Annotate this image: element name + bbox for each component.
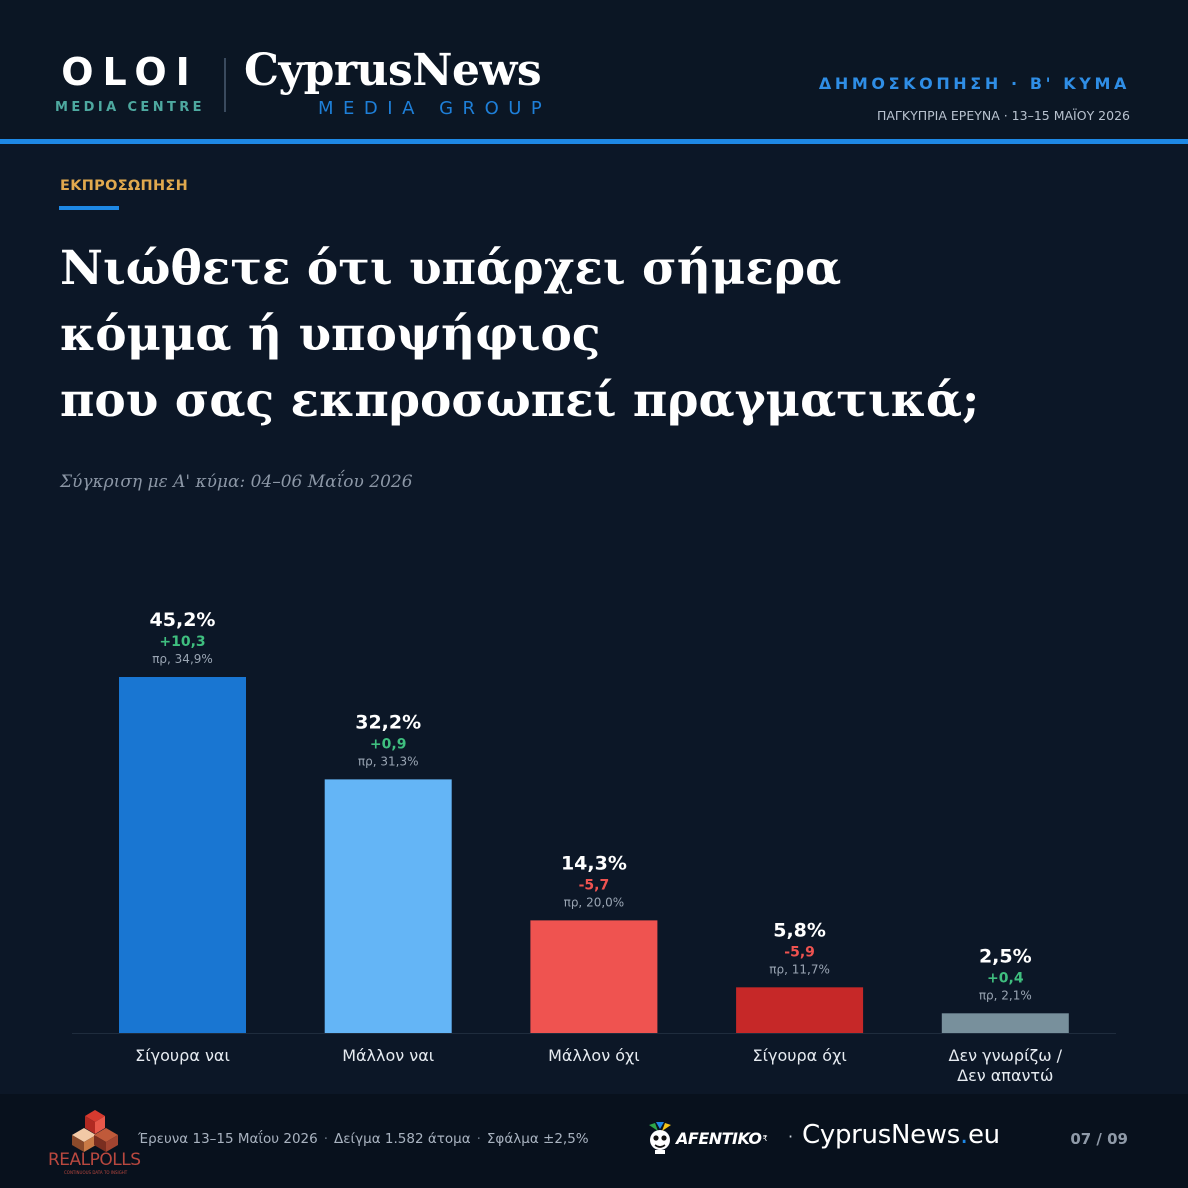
header [0,0,1188,140]
bar-previous-label-3: πρ, 20,0% [564,895,625,909]
bar-value-label-3: 14,3% [561,852,627,874]
bar-value-label-2: 32,2% [355,711,421,733]
cyprusnews-eu-logo: CyprusNews.eu [802,1120,1000,1150]
comparison-note: Σύγκριση με Α' κύμα: 04–06 Μαΐου 2026 [60,472,413,492]
question-line-2: κόμμα ή υποψήφιος [60,307,601,362]
cyprusnews-eu-name: CyprusNews [802,1120,961,1150]
category-label-5-line-1: Δεν γνωρίζω / [949,1046,1063,1065]
oloi-logo-wordmark: OLOI [61,50,199,94]
bar-value-label-5: 2,5% [979,945,1032,967]
question-line-3: που σας εκπροσωπεί πραγματικά; [60,373,980,428]
oloi-media-centre-logo: OLOI MEDIA CENTRE [54,50,206,115]
section-label-underline [59,206,119,210]
realpolls-tagline: CONTINUOUS DATA TO INSIGHT [64,1170,128,1175]
bar-previous-label-1: πρ, 34,9% [152,652,213,666]
survey-meta: Έρευνα 13–15 Μαΐου 2026 · Δείγμα 1.582 άτο… [138,1131,589,1147]
afentiko-wordmark: AFENTIKO [676,1128,762,1148]
cyprusnews-eu-dot: . [960,1120,968,1150]
bar-previous-label-5: πρ, 2,1% [979,988,1032,1002]
header-accent-rule [0,139,1188,144]
category-label-1: Σίγουρα ναι [135,1046,230,1065]
bar-change-label-2: +0,9 [370,736,407,752]
category-label-3: Μάλλον όχι [548,1046,640,1065]
partner-separator: · [788,1127,794,1146]
oloi-logo-subtitle: MEDIA CENTRE [55,100,205,115]
poll-dates-subtitle: ΠΑΓΚΥΠΡΙΑ ΕΡΕΥΝΑ · 13–15 ΜΑΪΟΥ 2026 [876,108,1130,123]
cyprusnews-eu-tld: eu [967,1120,1000,1150]
bar-change-label-5: +0,4 [987,970,1024,986]
afentiko-mark-sup: ₹ [762,1133,768,1143]
bar-previous-label-4: πρ, 11,7% [769,962,830,976]
realpolls-cube-icon [72,1110,118,1152]
cyprusnews-logo-wordmark: CyprusNews [244,45,542,96]
survey-dates: Έρευνα 13–15 Μαΐου 2026 [138,1131,318,1147]
bar-value-label-4: 5,8% [773,919,826,941]
footer [0,1094,1188,1188]
logo-divider [224,58,226,112]
page-counter: 07 / 09 [1070,1130,1128,1148]
question-line-1: Νιώθετε ότι υπάρχει σήμερα [60,241,842,296]
poll-wave-title: ΔΗΜΟΣΚΟΠΗΣΗ · Β' ΚΥΜΑ [818,74,1130,93]
bar-5 [941,1013,1069,1033]
category-label-4: Σίγουρα όχι [752,1046,846,1065]
bar-value-label-1: 45,2% [150,609,216,631]
section-label: ΕΚΠΡΟΣΩΠΗΣΗ [60,178,189,194]
cyprusnews-media-group-logo: CyprusNews MEDIA GROUP [244,45,552,120]
bar-2 [324,779,452,1033]
bar-1 [119,677,246,1033]
survey-sample: Δείγμα 1.582 άτομα [334,1131,471,1147]
bar-change-label-3: -5,7 [579,877,610,893]
cyprusnews-logo-subtitle: MEDIA GROUP [318,98,552,119]
bar-4 [736,987,864,1033]
bar-previous-label-2: πρ, 31,3% [358,754,419,768]
category-label-2: Μάλλον ναι [342,1046,434,1065]
bar-change-label-1: +10,3 [159,634,205,650]
realpolls-wordmark: REALPOLLS [48,1150,141,1170]
bar-change-label-4: -5,9 [784,944,815,960]
afentiko-logo: AFENTIKO ₹ [646,1121,768,1155]
category-label-5-line-2: Δεν απαντώ [957,1066,1053,1085]
survey-error: Σφάλμα ±2,5% [486,1131,589,1147]
bar-3 [530,920,658,1033]
question-heading: Νιώθετε ότι υπάρχει σήμερα κόμμα ή υποψή… [60,236,1060,434]
afentiko-mascot-icon [649,1122,671,1154]
